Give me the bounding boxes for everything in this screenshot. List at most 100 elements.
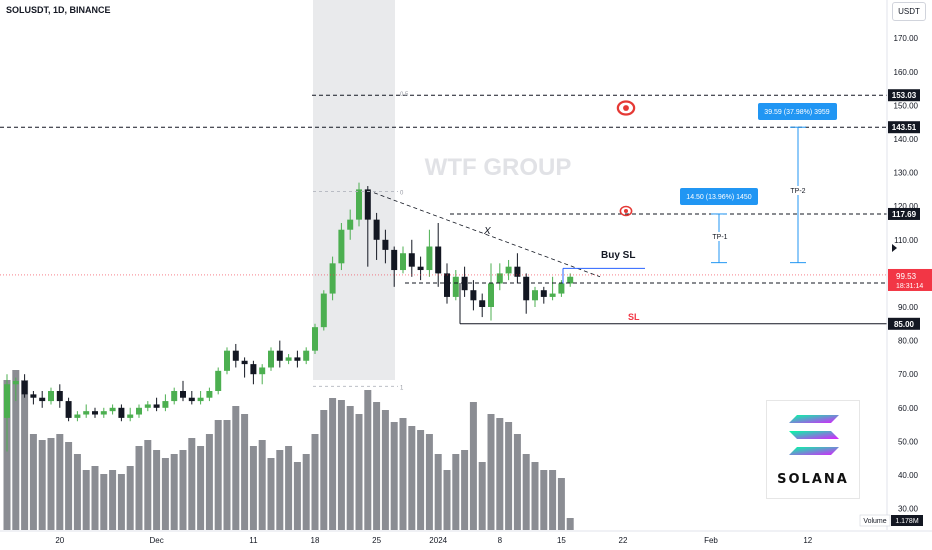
candle-body: [347, 219, 354, 230]
volume-bar: [249, 446, 257, 530]
candle-body: [171, 391, 178, 402]
volume-bar: [381, 410, 389, 530]
volume-bar: [373, 402, 381, 530]
candle-body: [118, 407, 125, 418]
time-tick-label: 22: [619, 536, 628, 545]
price-tag: [888, 317, 920, 330]
volume-name: Volume: [863, 518, 886, 525]
candle-body: [373, 219, 380, 240]
fib-0-label: 0: [400, 190, 404, 196]
candle-body: [180, 391, 186, 398]
candle-body: [540, 290, 547, 297]
price-tag-text: 153.03: [892, 91, 917, 100]
volume-bar: [355, 414, 363, 530]
currency-button[interactable]: USDT: [892, 2, 926, 21]
volume-bar: [522, 454, 530, 530]
volume-bar: [487, 414, 495, 530]
price-tick-label: 90.00: [898, 303, 919, 312]
candle-body: [444, 273, 450, 297]
price-tick-label: 140.00: [894, 135, 919, 144]
time-tick-label: 12: [803, 536, 812, 545]
volume-bar: [161, 458, 169, 530]
volume-bar: [496, 418, 504, 530]
price-tick-label: 50.00: [898, 437, 919, 446]
volume-bar: [417, 430, 425, 530]
time-tick-label: Dec: [149, 536, 163, 545]
volume-bar: [3, 380, 11, 530]
volume-value: 1.178M: [895, 518, 919, 525]
price-tick-label: 70.00: [898, 370, 919, 379]
price-tag-text: 143.51: [892, 123, 917, 132]
axis-marker-icon: [892, 244, 897, 252]
volume-bar: [311, 434, 319, 530]
eye-icon: [616, 100, 636, 116]
volume-bar: [364, 390, 372, 530]
volume-bar: [346, 406, 354, 530]
candle-body: [215, 370, 222, 391]
eye-icon-small: [619, 205, 633, 217]
volume-bar: [320, 410, 328, 530]
volume-bar: [276, 450, 284, 530]
volume-bar: [390, 422, 398, 530]
buy-sl-label: Buy SL: [601, 250, 635, 261]
price-tick-label: 160.00: [894, 68, 919, 77]
tp2-label-bg: [789, 186, 807, 195]
candle-body: [224, 350, 230, 371]
tp2-label: TP-2: [790, 188, 805, 195]
candle-body: [56, 391, 63, 402]
candle-layer: [4, 182, 574, 452]
candle-body: [74, 414, 81, 418]
candle-body: [382, 239, 389, 250]
volume-bar: [566, 518, 574, 530]
volume-bar: [478, 462, 486, 530]
volume-bar: [91, 466, 99, 530]
time-axis[interactable]: 20 Dec 11 18 25 2024 8 15 22 Feb 12: [55, 536, 812, 545]
volume-value-box: [891, 515, 923, 526]
eye-icon-pupil: [623, 105, 629, 111]
volume-bar: [549, 470, 557, 530]
volume-bar: [531, 462, 539, 530]
price-tick-label: 110.00: [894, 236, 918, 245]
current-price-text: 99.53: [896, 272, 917, 281]
candle-body: [426, 246, 433, 271]
volume-bar: [425, 434, 433, 530]
volume-bar: [232, 406, 240, 530]
volume-bar: [12, 370, 20, 530]
volume-bar: [469, 402, 477, 530]
candle-body: [338, 229, 345, 264]
volume-bar: [443, 470, 451, 530]
price-tick-label: 60.00: [898, 404, 919, 413]
volume-bar: [408, 426, 416, 530]
candle-body: [250, 364, 257, 375]
solana-logo-text: SOLANA: [777, 472, 849, 487]
volume-bar: [285, 446, 293, 530]
volume-bar: [144, 440, 152, 530]
volume-bar: [302, 454, 310, 530]
candle-body: [241, 360, 248, 365]
time-tick-label: 2024: [429, 536, 447, 545]
volume-bar: [117, 474, 125, 530]
tp2-box: [758, 103, 837, 120]
volume-bar: [540, 470, 548, 530]
price-tick-label: 170.00: [894, 34, 919, 43]
price-tick-label: 120.00: [894, 202, 919, 211]
solana-mark-icon: [789, 415, 839, 455]
solana-logo: SOLANA: [766, 400, 860, 499]
volume-bar: [434, 454, 442, 530]
volume-bar: [205, 434, 213, 530]
candle-body: [136, 407, 142, 415]
time-tick-label: 15: [557, 536, 566, 545]
candle-body: [92, 411, 98, 415]
candle-body: [153, 404, 160, 408]
volume-bar: [258, 440, 266, 530]
price-axis[interactable]: 170.00 160.00 150.00 140.00 130.00 120.00 110.…: [892, 34, 919, 514]
candle-body: [391, 249, 398, 271]
volume-bar: [126, 466, 134, 530]
candle-body: [39, 397, 46, 402]
volume-bar: [267, 458, 275, 530]
tp2-box-text: 39.59 (37.98%) 3959: [764, 109, 829, 116]
price-tag-text: 85.00: [894, 320, 915, 329]
price-tag-text: 117.69: [892, 210, 917, 219]
volume-layer: [3, 370, 574, 530]
